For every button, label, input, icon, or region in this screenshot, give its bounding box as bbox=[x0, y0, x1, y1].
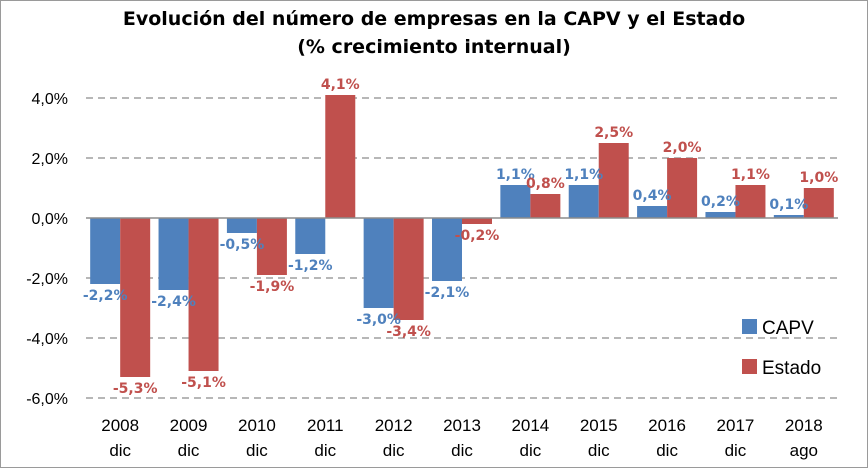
capv-bar bbox=[295, 218, 326, 254]
estado-bar bbox=[667, 158, 698, 218]
x-category-period: ago bbox=[790, 441, 818, 460]
x-category-year: 2010 bbox=[238, 416, 276, 435]
x-category-year: 2013 bbox=[443, 416, 481, 435]
capv-bar bbox=[705, 212, 736, 218]
estado-data-label: -5,3% bbox=[113, 381, 158, 397]
x-category-year: 2017 bbox=[717, 416, 755, 435]
estado-bar bbox=[256, 218, 287, 275]
estado-bar bbox=[120, 218, 151, 377]
x-category-year: 2009 bbox=[170, 416, 208, 435]
estado-data-label: 2,0% bbox=[663, 140, 702, 156]
x-category-period: dic bbox=[246, 441, 268, 460]
estado-bar bbox=[393, 218, 424, 320]
capv-data-label: -1,2% bbox=[288, 258, 333, 274]
capv-bar bbox=[363, 218, 394, 308]
estado-data-label: -3,4% bbox=[386, 324, 431, 340]
capv-data-label: -3,0% bbox=[356, 312, 401, 328]
estado-data-label: 1,1% bbox=[731, 167, 770, 183]
x-category-period: dic bbox=[383, 441, 405, 460]
capv-bar bbox=[158, 218, 189, 290]
estado-bar bbox=[803, 188, 834, 218]
x-category-period: dic bbox=[178, 441, 200, 460]
estado-data-label: 1,0% bbox=[799, 170, 838, 186]
x-category-period: dic bbox=[451, 441, 473, 460]
estado-data-label: 4,1% bbox=[321, 77, 360, 93]
y-tick-label: -6,0% bbox=[26, 391, 68, 408]
chart-subtitle: (% crecimiento internual) bbox=[297, 36, 571, 58]
x-category-period: dic bbox=[725, 441, 747, 460]
bars bbox=[90, 95, 834, 377]
capv-data-label: -2,1% bbox=[425, 285, 470, 301]
capv-bar bbox=[568, 185, 599, 218]
capv-bar bbox=[432, 218, 462, 281]
legend-label-estado: Estado bbox=[762, 358, 821, 379]
capv-bar bbox=[90, 218, 121, 284]
y-tick-label: 4,0% bbox=[32, 91, 68, 108]
y-tick-label: -2,0% bbox=[26, 271, 68, 288]
x-category-period: dic bbox=[519, 441, 541, 460]
y-tick-label: 2,0% bbox=[32, 151, 68, 168]
estado-bar bbox=[598, 143, 629, 218]
x-category-year: 2016 bbox=[648, 416, 686, 435]
y-axis-ticks: 4,0% 2,0% 0,0% -2,0% -4,0% -6,0% bbox=[26, 91, 68, 408]
estado-bar bbox=[530, 194, 561, 218]
estado-data-label: -5,1% bbox=[181, 375, 226, 391]
legend: CAPV Estado bbox=[742, 318, 821, 379]
legend-swatch-capv bbox=[742, 319, 757, 334]
capv-data-label: 0,1% bbox=[769, 197, 808, 213]
x-category-period: dic bbox=[656, 441, 678, 460]
capv-bar bbox=[500, 185, 531, 218]
x-category-year: 2008 bbox=[101, 416, 139, 435]
legend-label-capv: CAPV bbox=[762, 318, 814, 339]
y-tick-label: -4,0% bbox=[26, 331, 68, 348]
estado-bar bbox=[188, 218, 219, 371]
capv-bar bbox=[637, 206, 668, 218]
estado-data-label: -0,2% bbox=[455, 228, 500, 244]
capv-data-label: 1,1% bbox=[564, 167, 603, 183]
capv-data-label: -0,5% bbox=[220, 237, 265, 253]
estado-data-label: -1,9% bbox=[250, 279, 295, 295]
estado-data-label: 2,5% bbox=[594, 125, 633, 141]
capv-data-label: -2,4% bbox=[151, 294, 196, 310]
capv-data-label: -2,2% bbox=[83, 288, 128, 304]
capv-data-label: 0,2% bbox=[701, 194, 740, 210]
x-category-period: dic bbox=[109, 441, 131, 460]
x-category-year: 2012 bbox=[375, 416, 413, 435]
capv-data-label: 1,1% bbox=[496, 167, 535, 183]
x-category-period: dic bbox=[588, 441, 610, 460]
capv-data-label: 0,4% bbox=[633, 188, 672, 204]
capv-bar bbox=[773, 215, 804, 218]
estado-data-label: 0,8% bbox=[526, 176, 565, 192]
estado-bar bbox=[462, 218, 492, 224]
x-category-year: 2014 bbox=[511, 416, 549, 435]
legend-swatch-estado bbox=[742, 359, 757, 374]
estado-bar bbox=[325, 95, 356, 218]
x-category-year: 2015 bbox=[580, 416, 618, 435]
chart-title: Evolución del número de empresas en la C… bbox=[123, 8, 745, 30]
y-tick-label: 0,0% bbox=[32, 211, 68, 228]
x-category-year: 2011 bbox=[307, 416, 344, 435]
estado-bar bbox=[735, 185, 766, 218]
data-labels: -2,2% -2,4%-0,5%-1,2%-3,0%-2,1%1,1% 1,1%0,… bbox=[83, 77, 838, 397]
capv-bar bbox=[226, 218, 257, 233]
x-axis-categories: 2008 dic 2009 dic 2010 dic 2011 dic 2012 dic 2013 d… bbox=[101, 416, 822, 460]
x-category-period: dic bbox=[314, 441, 336, 460]
x-category-year: 2018 bbox=[785, 416, 823, 435]
